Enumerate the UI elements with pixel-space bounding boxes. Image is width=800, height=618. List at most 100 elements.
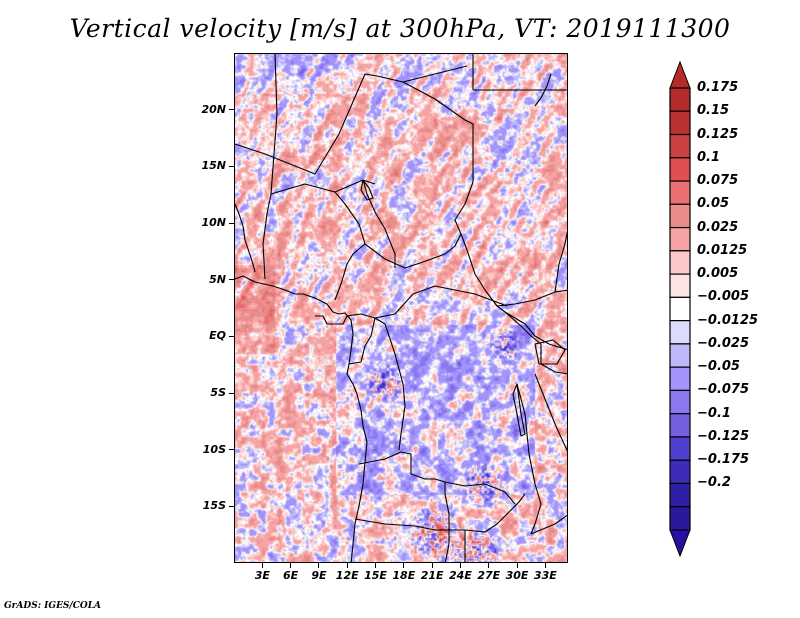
x-tick [431, 563, 433, 568]
border-nigeria-benin [262, 193, 272, 280]
colorbar-swatch [669, 413, 691, 438]
x-tick-label: 27E [477, 569, 501, 582]
colorbar-swatch [669, 459, 691, 485]
coastline-guinea [235, 203, 256, 273]
x-tick [459, 563, 461, 568]
colorbar-swatch [669, 389, 691, 415]
border-drc-angola [358, 451, 446, 483]
border-sudan-south [496, 289, 567, 307]
colorbar-label: 0.15 [697, 103, 730, 119]
colorbar-swatch [669, 157, 691, 182]
colorbar-swatch [669, 296, 691, 322]
border-niger-algeria [235, 73, 474, 182]
x-tick-label: 18E [392, 569, 416, 582]
map-frame [234, 53, 568, 563]
border-uganda-kenya [540, 344, 567, 375]
y-tick-label: 5S [210, 386, 226, 399]
colorbar-label: −0.1 [697, 405, 731, 421]
border-gabon [315, 315, 348, 325]
x-tick [544, 563, 546, 568]
colorbar-swatch [669, 203, 691, 229]
x-tick [261, 563, 263, 568]
colorbar-high-arrow [669, 60, 691, 89]
y-tick [229, 109, 234, 111]
border-drc-zambia [444, 481, 516, 505]
border-nigeria-cameroon [334, 191, 366, 301]
colorbar-swatch [669, 482, 691, 508]
colorbar-label: −0.2 [697, 475, 731, 491]
colorbar-label: 0.075 [697, 173, 739, 189]
colorbar-label: 0.0125 [697, 242, 748, 258]
border-car-drc [346, 285, 508, 319]
border-rwanda-tanzania [534, 373, 567, 452]
border-congo-drc [374, 317, 406, 451]
chart-title: Vertical velocity [m/s] at 300hPa, VT: 2… [69, 14, 731, 43]
x-tick-label: 6E [283, 569, 299, 582]
border-car-chad [364, 233, 462, 269]
border-chad-libya [402, 65, 468, 83]
lake-victoria [534, 339, 566, 365]
border-angola-zambia [444, 482, 450, 562]
x-tick-label: 15E [364, 569, 387, 582]
x-tick [488, 563, 490, 568]
y-tick [229, 392, 234, 394]
colorbar-low-arrow [669, 529, 691, 558]
border-congo-gabon [348, 317, 376, 365]
x-tick-label: 30E [505, 569, 529, 582]
lake-nasser [534, 73, 552, 107]
y-tick [229, 335, 234, 337]
colorbar-label: −0.005 [697, 289, 750, 305]
border-chad-sudan [454, 181, 542, 345]
colorbar-label: 0.1 [697, 149, 721, 165]
x-tick [516, 563, 518, 568]
colorbar-label: 0.175 [697, 80, 739, 95]
border-mozambique-malawi [530, 514, 567, 535]
x-tick [375, 563, 377, 568]
y-tick [229, 165, 234, 167]
colorbar-swatch [669, 436, 691, 461]
y-tick [229, 505, 234, 507]
colorbar-label: −0.125 [697, 428, 750, 444]
x-tick-label: 12E [335, 569, 359, 582]
y-tick [229, 279, 234, 281]
x-tick-label: 21E [420, 569, 444, 582]
border-mali-niger [270, 54, 278, 195]
y-tick-label: 10S [202, 442, 226, 456]
colorbar-swatch [669, 226, 691, 252]
x-tick [318, 563, 320, 568]
colorbar-swatch [669, 343, 691, 368]
colorbar-label: −0.075 [697, 382, 750, 398]
y-tick [229, 449, 234, 451]
colorbar-label: −0.025 [697, 335, 750, 351]
grads-credit: GrADS: IGES/COLA [4, 601, 102, 611]
colorbar-label: −0.0125 [697, 312, 759, 328]
colorbar-swatch [669, 110, 691, 136]
y-tick-label: 15N [201, 159, 226, 173]
colorbar-label: 0.05 [697, 196, 730, 212]
lake-chad [360, 179, 374, 201]
x-tick-label: 3E [254, 569, 270, 582]
x-tick [290, 563, 292, 568]
border-south-sudan-uganda [504, 311, 567, 351]
y-tick-label: 20N [201, 102, 226, 116]
border-sudan-ethiopia [554, 231, 567, 293]
x-tick-label: 9E [311, 569, 327, 582]
colorbar-swatch [669, 180, 691, 205]
colorbar-label: −0.05 [697, 359, 740, 375]
y-tick-label: EQ [209, 329, 226, 343]
colorbar-swatch [669, 366, 691, 392]
border-zambia-zimbabwe [484, 493, 526, 533]
colorbar-label: 0.025 [697, 219, 739, 235]
border-east-lakes [516, 383, 542, 535]
coastline-west [235, 275, 368, 562]
colorbar-swatch [669, 87, 691, 112]
country-borders [235, 54, 567, 562]
colorbar-swatch [669, 506, 691, 531]
colorbar-swatch [669, 273, 691, 298]
y-tick [229, 222, 234, 224]
colorbar-swatch [669, 250, 691, 275]
y-tick-label: 15S [202, 499, 226, 513]
colorbar-label: 0.005 [697, 266, 739, 282]
x-tick-label: 33E [533, 569, 557, 582]
